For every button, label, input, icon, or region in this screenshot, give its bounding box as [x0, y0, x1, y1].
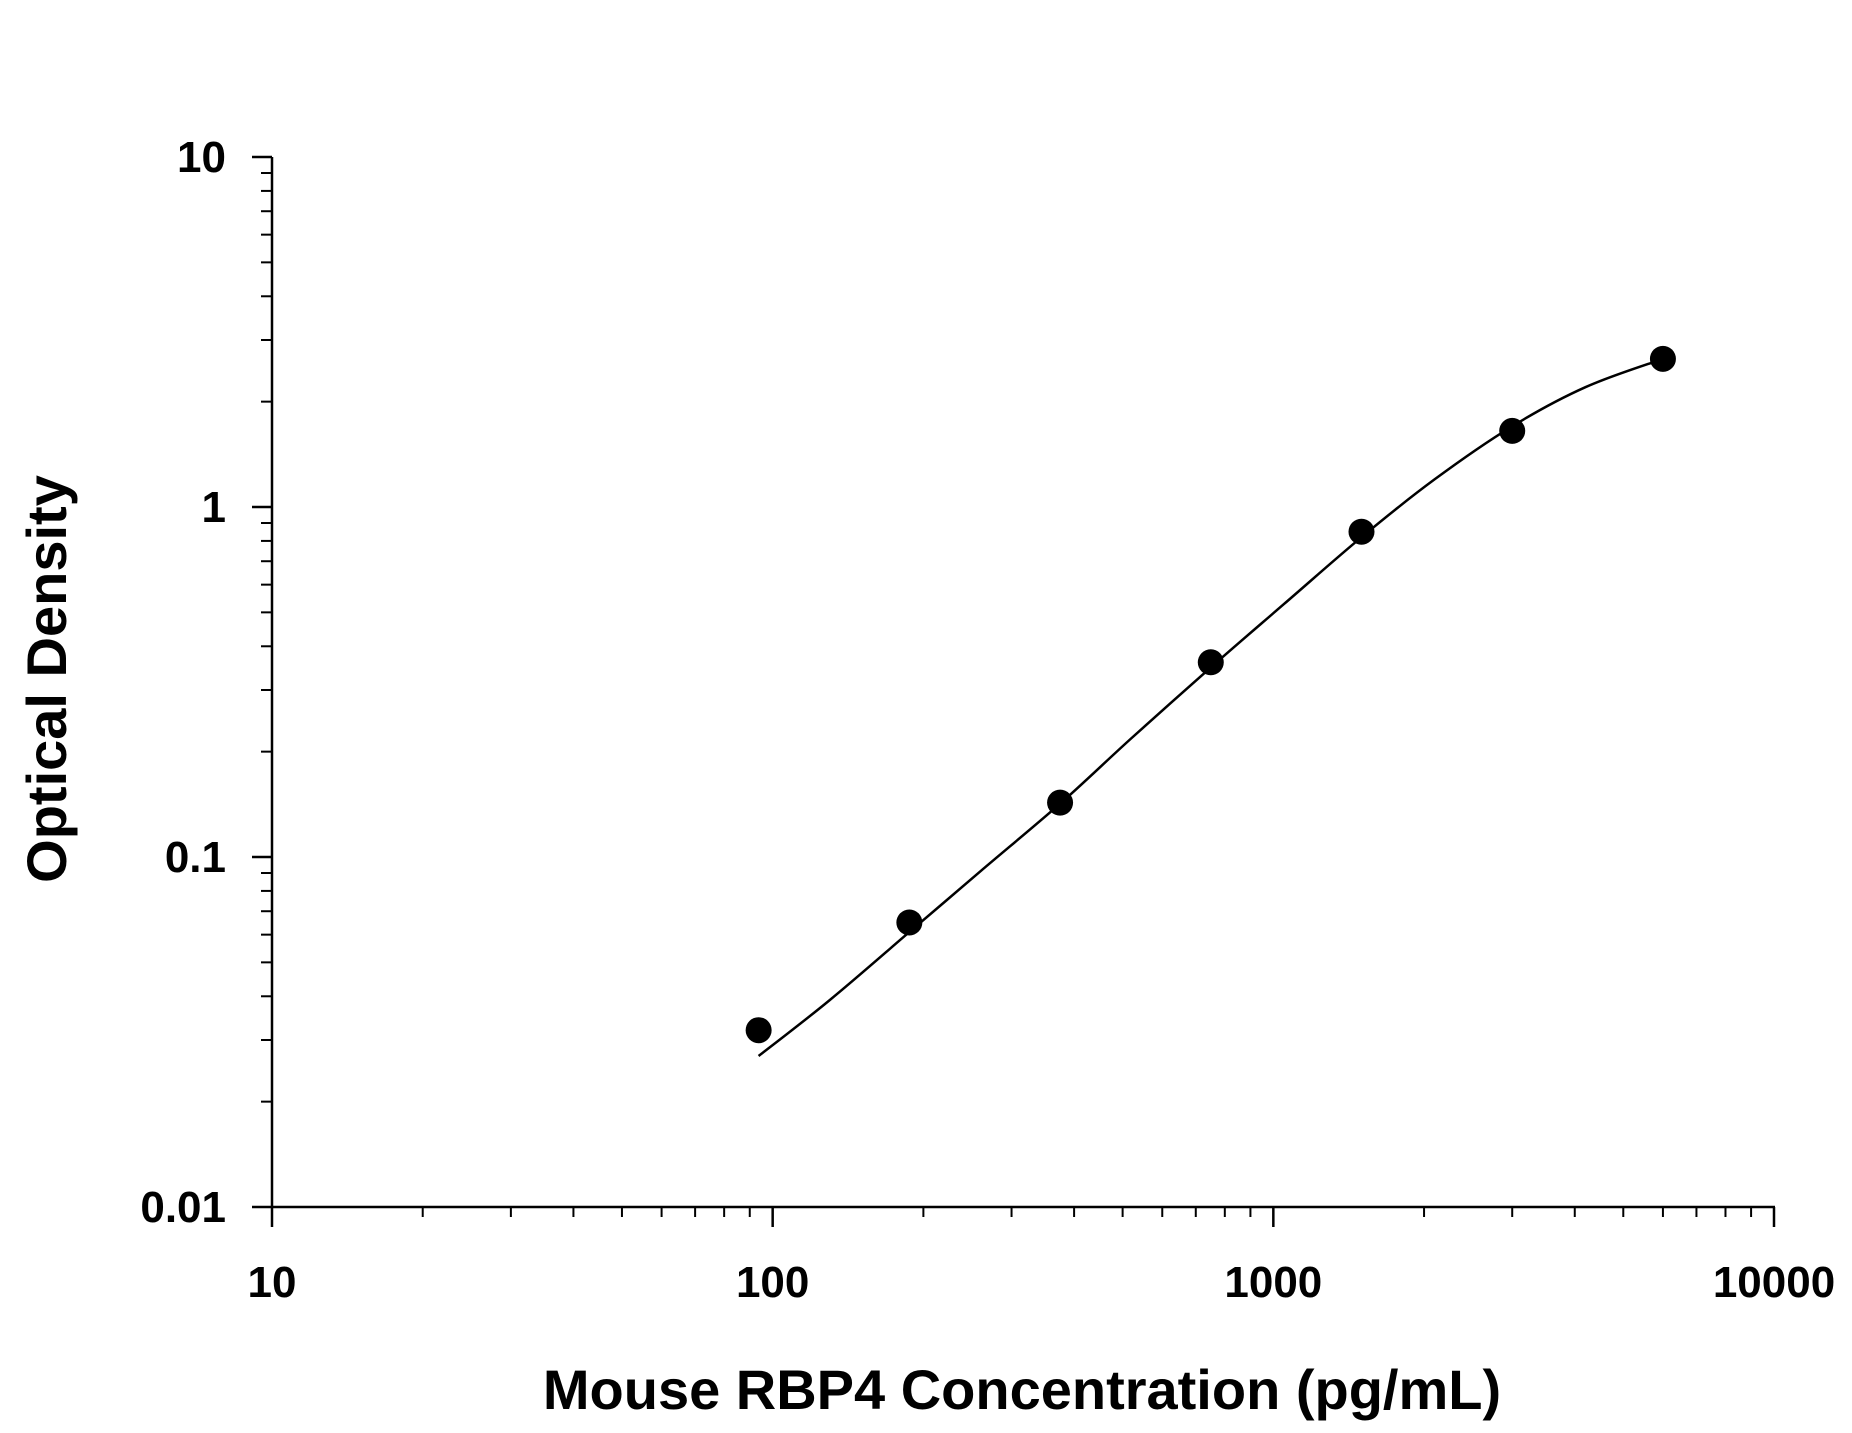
fit-curve-line [757, 357, 1664, 1057]
x-axis-major-ticks [270, 1207, 1776, 1227]
y-tick-label: 10 [177, 133, 226, 182]
data-point [745, 1017, 772, 1044]
x-axis-title: Mouse RBP4 Concentration (pg/mL) [543, 1358, 1501, 1421]
x-tick-label: 10 [248, 1258, 297, 1307]
data-point [1047, 789, 1074, 816]
data-point [1499, 417, 1526, 444]
y-tick-label: 1 [202, 483, 226, 532]
data-point [1348, 518, 1375, 545]
y-tick-label: 0.1 [165, 833, 226, 882]
x-tick-label: 1000 [1224, 1258, 1322, 1307]
y-tick-label: 0.01 [140, 1183, 226, 1232]
y-axis-minor-ticks [261, 172, 272, 1103]
x-tick-label: 10000 [1713, 1258, 1835, 1307]
y-axis-major-ticks [252, 155, 272, 1209]
x-axis-tick-labels: 10 100 1000 10000 [248, 1258, 1836, 1307]
data-point [896, 909, 923, 936]
data-point [1197, 649, 1224, 676]
data-points [745, 345, 1676, 1044]
y-axis-tick-labels: 0.01 0.1 1 10 [140, 133, 226, 1232]
x-axis-minor-ticks [421, 1207, 1753, 1217]
x-tick-label: 100 [736, 1258, 809, 1307]
y-axis-title: Optical Density [15, 475, 78, 883]
data-point [1649, 345, 1676, 372]
